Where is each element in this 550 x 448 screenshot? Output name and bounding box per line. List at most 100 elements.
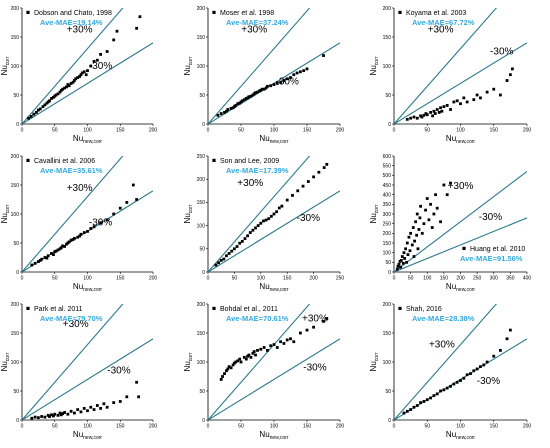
data-point xyxy=(455,380,459,384)
data-point xyxy=(86,69,89,73)
legend-label: Huang et al. 2010 xyxy=(470,246,525,253)
x-tick-label: 0 xyxy=(207,424,210,430)
data-point xyxy=(27,116,30,120)
data-point xyxy=(405,260,409,264)
data-point xyxy=(131,183,135,187)
data-point xyxy=(413,239,417,243)
data-point xyxy=(105,218,109,222)
x-tick-label: 150 xyxy=(440,276,449,282)
data-point xyxy=(125,201,129,204)
data-point xyxy=(219,112,223,115)
data-point xyxy=(54,249,58,253)
legend-label: Dobson and Chato, 1998 xyxy=(34,10,112,17)
y-tick-label: 0 xyxy=(388,270,391,276)
data-point xyxy=(455,99,459,103)
data-point xyxy=(432,394,436,398)
data-point xyxy=(395,267,399,271)
data-point xyxy=(301,184,305,188)
data-point xyxy=(61,87,65,91)
data-point xyxy=(35,111,38,114)
data-point xyxy=(45,256,49,260)
x-axis-label: Nunew,corr xyxy=(446,430,475,441)
data-point xyxy=(431,114,434,118)
x-tick-label: 0 xyxy=(207,276,210,282)
data-point xyxy=(244,357,248,361)
data-points xyxy=(402,328,512,415)
lower-30-line xyxy=(208,338,340,420)
data-point xyxy=(260,87,264,91)
y-tick-label: 100 xyxy=(11,212,20,218)
scatter-panel: 0 50 100 150 200 0 50 100 150 200 Nunew,corr Nucorr… xyxy=(0,302,157,441)
data-point xyxy=(272,83,276,86)
upper-30-line xyxy=(22,156,124,272)
data-point xyxy=(302,69,306,73)
legend-marker xyxy=(212,10,216,14)
data-point xyxy=(33,261,37,265)
data-point xyxy=(449,384,452,388)
y-tick-label: 150 xyxy=(11,183,20,189)
y-tick-label: 200 xyxy=(383,6,392,12)
upper-30-line xyxy=(22,304,124,420)
data-point xyxy=(415,404,419,407)
x-tick-label: 150 xyxy=(116,128,125,134)
data-point xyxy=(275,346,279,349)
y-tick-label: 450 xyxy=(383,183,392,189)
legend-marker xyxy=(462,246,466,250)
data-point xyxy=(510,67,514,71)
data-point xyxy=(479,96,482,100)
scatter-panel: 0 50 100 150 200 250 0 50 100 150 200 250 Nunew,corr… xyxy=(183,154,344,293)
data-point xyxy=(219,378,223,381)
data-point xyxy=(217,261,220,265)
upper-band-label: +30% xyxy=(428,24,454,35)
data-point xyxy=(40,257,44,261)
data-point xyxy=(452,382,456,386)
data-point xyxy=(33,415,37,419)
data-point xyxy=(322,320,325,323)
legend-marker xyxy=(26,306,30,310)
data-point xyxy=(243,237,247,240)
lower-band-label: -30% xyxy=(89,61,112,72)
y-tick-label: 100 xyxy=(197,360,206,366)
upper-band-label: +30% xyxy=(67,183,93,194)
data-point xyxy=(264,218,268,222)
y-tick-label: 50 xyxy=(385,93,391,99)
data-point xyxy=(36,260,40,263)
data-point xyxy=(67,84,71,88)
data-point xyxy=(50,252,53,255)
x-tick-label: 200 xyxy=(523,128,532,134)
y-axis-label: Nucorr xyxy=(0,56,11,75)
y-tick-label: 600 xyxy=(383,154,392,160)
x-tick-label: 150 xyxy=(116,424,125,430)
y-tick-label: 250 xyxy=(383,221,392,227)
data-point xyxy=(402,411,406,415)
data-point xyxy=(442,105,446,108)
data-point xyxy=(53,412,57,416)
data-point xyxy=(305,328,309,332)
data-point xyxy=(485,90,489,94)
x-tick-label: 100 xyxy=(83,128,92,134)
data-point xyxy=(295,71,299,75)
data-point xyxy=(69,238,73,242)
data-point xyxy=(275,82,279,85)
data-point xyxy=(251,228,255,232)
data-point xyxy=(439,220,442,224)
y-tick-label: 50 xyxy=(385,389,391,395)
data-point xyxy=(76,408,80,411)
data-point xyxy=(238,241,242,245)
data-point xyxy=(58,411,62,415)
y-tick-label: 50 xyxy=(199,389,205,395)
data-point xyxy=(225,109,228,113)
data-point xyxy=(30,416,34,420)
data-point xyxy=(58,90,62,94)
data-point xyxy=(233,247,236,251)
x-tick-label: 350 xyxy=(506,276,515,282)
x-tick-label: 100 xyxy=(83,424,92,430)
data-point xyxy=(79,73,83,77)
upper-30-line xyxy=(394,8,498,124)
data-point xyxy=(409,408,413,411)
data-point xyxy=(262,219,265,223)
data-point xyxy=(292,340,296,344)
lower-30-line xyxy=(208,190,340,272)
data-point xyxy=(216,113,220,117)
data-point xyxy=(272,343,276,346)
